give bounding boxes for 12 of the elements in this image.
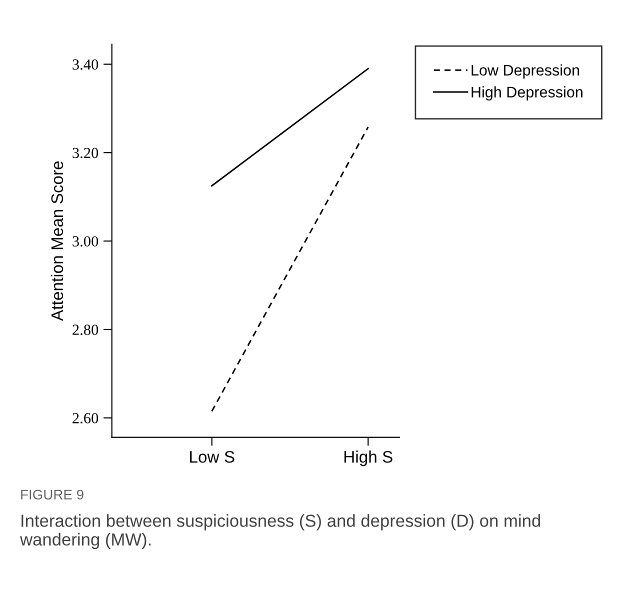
x-tick-label: High S [344,450,392,466]
x-tick-label: Low S [190,450,234,463]
y-tick-label: 3.00 [72,236,98,247]
y-tick-label: 2.80 [72,324,98,335]
legend-label: Low Depression [472,64,580,79]
y-tick-label: 2.60 [72,413,98,424]
text: Interaction between suspiciousness (S) and depression (D) on mind wandering (MW). [20,514,540,550]
caption: FIGURE 9 [21,490,84,500]
y-tick-label: 3.20 [72,148,98,158]
y-tick-label: 3.40 [72,59,98,70]
legend-label: High Depression [472,86,582,101]
y-axis-title: Attention Mean Score [50,161,64,321]
